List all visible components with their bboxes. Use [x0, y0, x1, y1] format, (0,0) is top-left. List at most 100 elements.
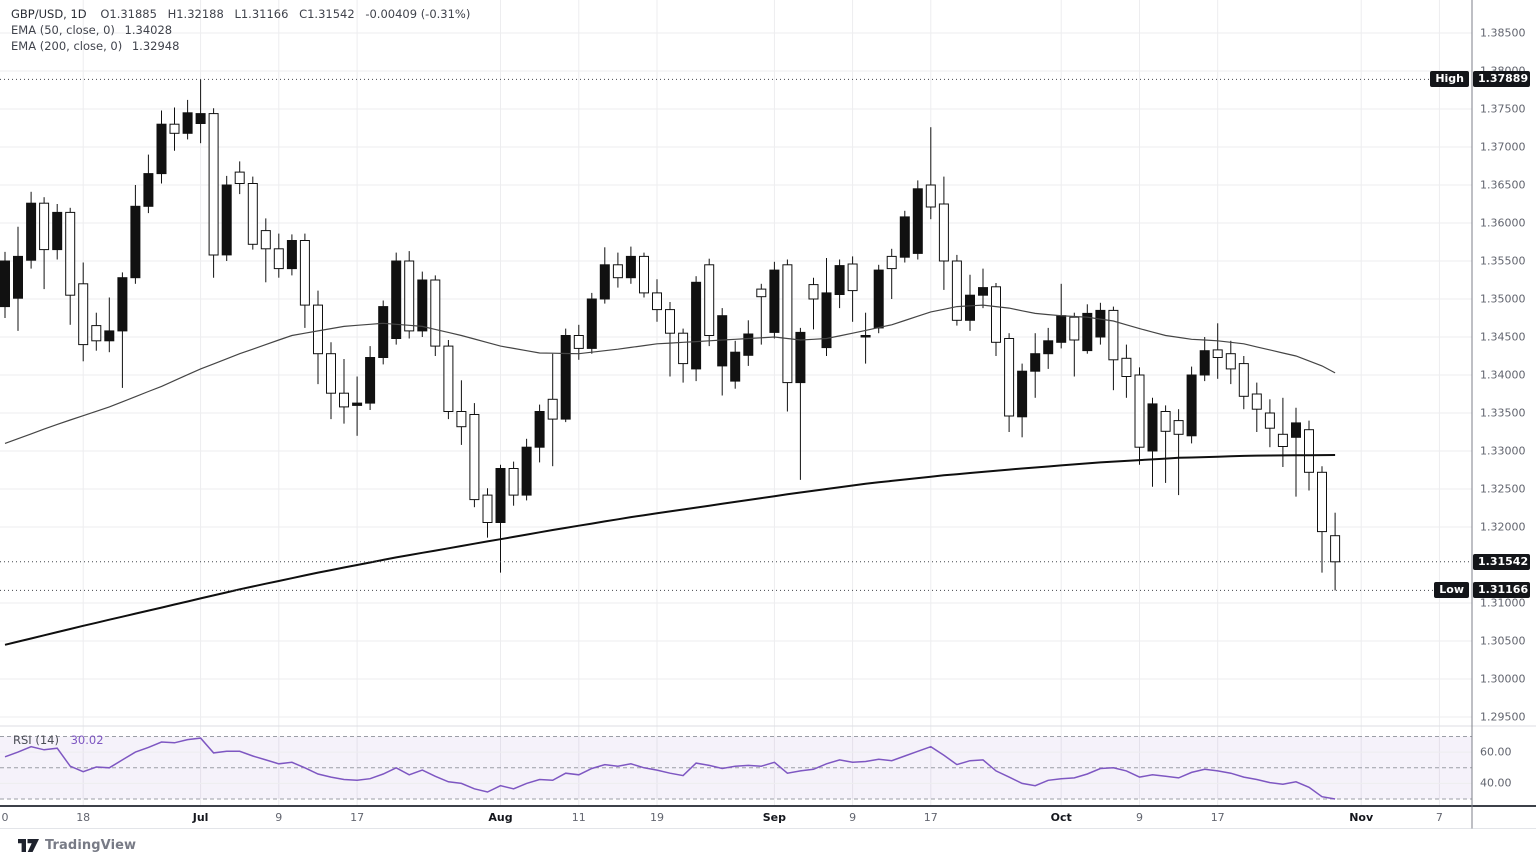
candle[interactable] — [508, 468, 519, 496]
candle[interactable] — [13, 255, 23, 299]
ema50-line[interactable] — [4, 304, 1336, 444]
candle[interactable] — [456, 411, 467, 428]
ema50-legend-row[interactable]: EMA (50, close, 0) 1.34028 — [11, 22, 477, 38]
candle[interactable] — [1251, 393, 1262, 410]
candle[interactable] — [886, 255, 897, 270]
candle[interactable] — [1004, 338, 1015, 417]
candle[interactable] — [547, 398, 558, 420]
candle[interactable] — [1056, 315, 1067, 343]
candle[interactable] — [1134, 374, 1145, 448]
candle[interactable] — [978, 287, 988, 296]
candle[interactable] — [925, 184, 936, 208]
candle[interactable] — [665, 309, 675, 334]
candle[interactable] — [573, 335, 584, 349]
candle[interactable] — [1186, 374, 1197, 437]
candle[interactable] — [625, 255, 636, 279]
candle[interactable] — [404, 260, 415, 332]
candle[interactable] — [1291, 422, 1301, 438]
candle[interactable] — [1173, 420, 1184, 435]
candle[interactable] — [1330, 535, 1341, 563]
candle[interactable] — [599, 264, 610, 300]
candle[interactable] — [169, 123, 180, 134]
candle[interactable] — [821, 292, 832, 349]
candle[interactable] — [1264, 412, 1275, 429]
candle[interactable] — [899, 216, 910, 258]
candle[interactable] — [586, 298, 597, 349]
candle[interactable] — [717, 315, 728, 367]
candle[interactable] — [1121, 357, 1132, 377]
candle[interactable] — [469, 414, 480, 501]
candle[interactable] — [769, 269, 780, 333]
candle[interactable] — [1277, 433, 1288, 447]
candle[interactable] — [247, 183, 258, 245]
candle[interactable] — [313, 304, 323, 355]
candle[interactable] — [286, 240, 297, 270]
candle[interactable] — [117, 277, 128, 332]
candle[interactable] — [0, 260, 10, 308]
candle[interactable] — [860, 335, 871, 338]
candle[interactable] — [352, 402, 363, 406]
candle[interactable] — [26, 202, 37, 261]
candle[interactable] — [78, 283, 89, 346]
candle[interactable] — [417, 279, 428, 332]
candle[interactable] — [991, 286, 1001, 343]
candle[interactable] — [782, 264, 793, 384]
candle[interactable] — [808, 284, 819, 300]
candle[interactable] — [704, 264, 715, 336]
candle[interactable] — [378, 306, 389, 359]
candle[interactable] — [391, 260, 402, 339]
candle[interactable] — [534, 411, 545, 448]
candle[interactable] — [495, 468, 506, 523]
candle[interactable] — [912, 188, 923, 254]
candle[interactable] — [1304, 429, 1314, 473]
candle[interactable] — [1017, 370, 1028, 418]
candle[interactable] — [221, 184, 232, 256]
candle[interactable] — [1082, 312, 1093, 352]
candle[interactable] — [1095, 309, 1106, 338]
candle[interactable] — [195, 113, 206, 124]
candle[interactable] — [847, 263, 858, 292]
candle[interactable] — [130, 205, 141, 279]
candle[interactable] — [795, 331, 806, 384]
candle[interactable] — [1108, 309, 1119, 361]
candle[interactable] — [938, 203, 949, 262]
candle[interactable] — [873, 269, 884, 329]
candle[interactable] — [430, 279, 441, 347]
candle[interactable] — [1317, 471, 1327, 533]
ema200-legend-row[interactable]: EMA (200, close, 0) 1.32948 — [11, 38, 477, 54]
candle[interactable] — [521, 446, 532, 496]
candle[interactable] — [834, 265, 845, 296]
candle[interactable] — [639, 255, 649, 294]
candle[interactable] — [39, 202, 50, 251]
candle[interactable] — [965, 294, 975, 321]
candle[interactable] — [1069, 316, 1080, 341]
candle[interactable] — [730, 351, 741, 382]
candle[interactable] — [1238, 363, 1249, 397]
candle[interactable] — [365, 357, 376, 404]
candle[interactable] — [743, 333, 754, 356]
candle[interactable] — [143, 173, 154, 207]
candle[interactable] — [273, 248, 284, 270]
candle[interactable] — [612, 264, 623, 279]
candle[interactable] — [1147, 403, 1158, 452]
candle[interactable] — [299, 240, 310, 306]
candle[interactable] — [1030, 353, 1041, 372]
rsi-legend-row[interactable]: RSI (14) 30.02 — [13, 733, 104, 747]
candle[interactable] — [234, 171, 245, 185]
candle[interactable] — [65, 211, 76, 296]
candle[interactable] — [678, 332, 689, 365]
candle[interactable] — [560, 335, 571, 420]
candle[interactable] — [756, 288, 767, 298]
candle[interactable] — [1160, 411, 1171, 432]
candle[interactable] — [104, 330, 115, 342]
ema200-line[interactable] — [4, 454, 1336, 646]
candle[interactable] — [52, 211, 63, 251]
candle[interactable] — [156, 123, 167, 175]
candle[interactable] — [1199, 350, 1210, 376]
candle[interactable] — [182, 112, 193, 134]
candle[interactable] — [1043, 340, 1054, 355]
candle[interactable] — [339, 392, 349, 408]
candle[interactable] — [91, 325, 102, 342]
candle[interactable] — [652, 292, 662, 311]
